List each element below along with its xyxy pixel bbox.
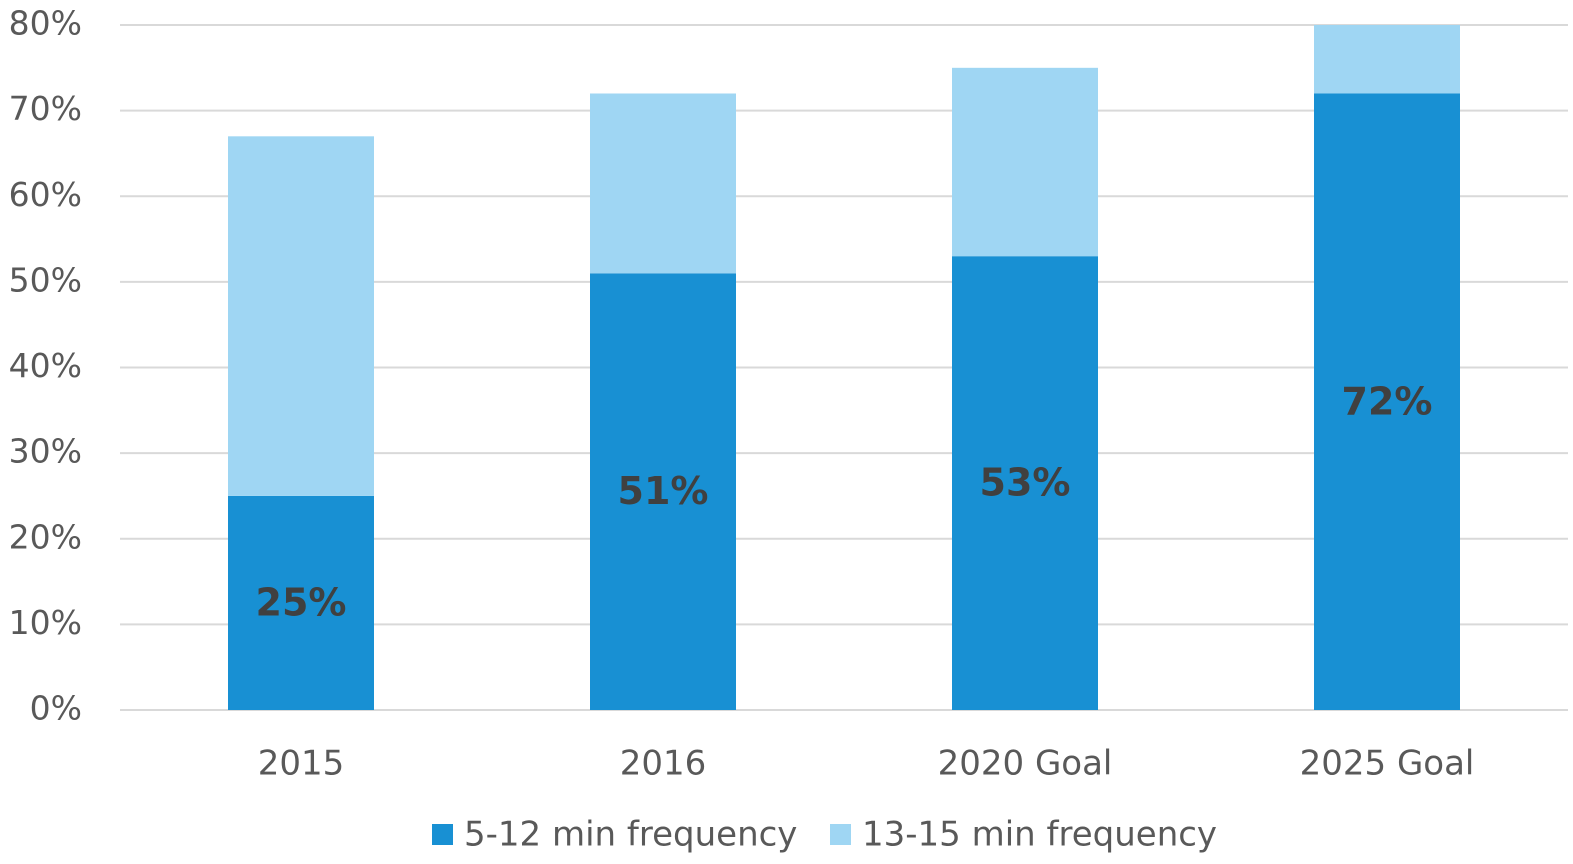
x-tick-label: 2015 xyxy=(258,744,345,784)
bar-segment xyxy=(228,495,374,710)
y-tick-label: 40% xyxy=(9,346,82,385)
y-tick-label: 0% xyxy=(30,689,82,728)
y-tick-label: 50% xyxy=(9,260,82,299)
legend-label: 13-15 min frequency xyxy=(862,815,1217,855)
bar-segment xyxy=(1314,25,1460,94)
legend-swatch xyxy=(830,824,851,845)
data-label: 72% xyxy=(1342,379,1433,423)
bar-segment xyxy=(228,136,374,496)
bar-segment xyxy=(952,67,1098,257)
bar-segment xyxy=(590,273,736,710)
y-tick-label: 10% xyxy=(9,603,82,642)
y-tick-label: 60% xyxy=(9,175,82,214)
bar-segment xyxy=(952,256,1098,710)
y-tick-label: 80% xyxy=(9,4,82,43)
legend-label: 5-12 min frequency xyxy=(464,815,797,855)
y-tick-label: 30% xyxy=(9,432,82,471)
data-label: 51% xyxy=(618,469,709,513)
bar-segment xyxy=(590,93,736,274)
bar-segment xyxy=(1314,93,1460,710)
data-label: 25% xyxy=(256,580,347,624)
legend-swatch xyxy=(432,824,453,845)
y-tick-label: 70% xyxy=(9,89,82,128)
x-tick-label: 2025 Goal xyxy=(1300,744,1475,784)
x-tick-label: 2020 Goal xyxy=(938,744,1113,784)
y-tick-label: 20% xyxy=(9,517,82,556)
data-label: 53% xyxy=(980,461,1071,505)
x-tick-label: 2016 xyxy=(620,744,707,784)
